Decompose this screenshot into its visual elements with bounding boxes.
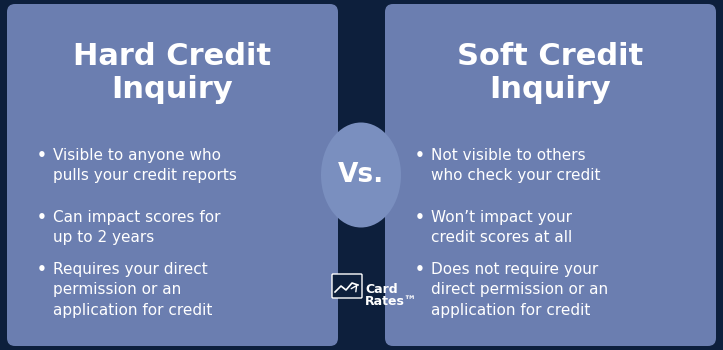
Text: Inquiry: Inquiry [489, 75, 612, 104]
FancyBboxPatch shape [7, 4, 338, 346]
Text: Visible to anyone who
pulls your credit reports: Visible to anyone who pulls your credit … [53, 148, 237, 183]
Text: •: • [37, 148, 47, 163]
Text: Hard Credit: Hard Credit [74, 42, 272, 71]
Text: Does not require your
direct permission or an
application for credit: Does not require your direct permission … [431, 262, 608, 318]
Text: Not visible to others
who check your credit: Not visible to others who check your cre… [431, 148, 601, 183]
Ellipse shape [321, 122, 401, 228]
Text: •: • [37, 210, 47, 225]
Text: Vs.: Vs. [338, 162, 384, 188]
Text: Won’t impact your
credit scores at all: Won’t impact your credit scores at all [431, 210, 572, 245]
Text: Soft Credit: Soft Credit [458, 42, 643, 71]
FancyBboxPatch shape [385, 4, 716, 346]
Text: •: • [415, 210, 425, 225]
Text: •: • [415, 262, 425, 277]
Text: Inquiry: Inquiry [111, 75, 234, 104]
Text: •: • [37, 262, 47, 277]
Text: Can impact scores for
up to 2 years: Can impact scores for up to 2 years [53, 210, 221, 245]
Text: Card: Card [365, 283, 398, 296]
Text: •: • [415, 148, 425, 163]
Text: Rates™: Rates™ [365, 295, 417, 308]
FancyBboxPatch shape [332, 274, 362, 298]
Text: Requires your direct
permission or an
application for credit: Requires your direct permission or an ap… [53, 262, 213, 318]
